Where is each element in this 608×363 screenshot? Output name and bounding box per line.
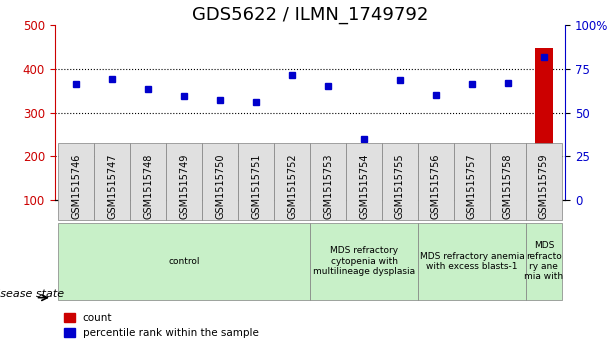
FancyBboxPatch shape xyxy=(166,143,202,220)
Bar xyxy=(103,147,121,243)
FancyBboxPatch shape xyxy=(490,143,526,220)
Text: GSM1515755: GSM1515755 xyxy=(395,154,405,219)
FancyBboxPatch shape xyxy=(94,143,130,220)
FancyBboxPatch shape xyxy=(202,143,238,220)
Text: MDS refractory anemia
with excess blasts-1: MDS refractory anemia with excess blasts… xyxy=(420,252,524,271)
Bar xyxy=(211,161,229,243)
Text: GSM1515746: GSM1515746 xyxy=(71,154,81,219)
Bar xyxy=(175,160,193,243)
Text: MDS refractory
cytopenia with
multilineage dysplasia: MDS refractory cytopenia with multilinea… xyxy=(313,246,415,276)
FancyBboxPatch shape xyxy=(418,143,454,220)
Text: GSM1515747: GSM1515747 xyxy=(107,154,117,219)
Bar xyxy=(463,154,481,243)
Text: control: control xyxy=(168,257,200,266)
Text: GSM1515752: GSM1515752 xyxy=(287,154,297,219)
FancyBboxPatch shape xyxy=(382,143,418,220)
Title: GDS5622 / ILMN_1749792: GDS5622 / ILMN_1749792 xyxy=(192,6,428,24)
FancyBboxPatch shape xyxy=(58,143,94,220)
FancyBboxPatch shape xyxy=(130,143,166,220)
Text: GSM1515750: GSM1515750 xyxy=(215,154,225,219)
Text: GSM1515759: GSM1515759 xyxy=(539,154,549,219)
FancyBboxPatch shape xyxy=(526,223,562,300)
FancyBboxPatch shape xyxy=(346,143,382,220)
Text: GSM1515758: GSM1515758 xyxy=(503,154,513,219)
Text: GSM1515748: GSM1515748 xyxy=(143,154,153,219)
FancyBboxPatch shape xyxy=(526,143,562,220)
Bar xyxy=(391,147,409,243)
Text: disease state: disease state xyxy=(0,289,64,299)
Bar xyxy=(427,158,445,243)
Bar xyxy=(67,155,85,243)
Text: GSM1515757: GSM1515757 xyxy=(467,154,477,219)
FancyBboxPatch shape xyxy=(310,143,346,220)
Bar xyxy=(247,161,265,243)
Bar xyxy=(283,144,301,243)
Bar xyxy=(319,152,337,243)
FancyBboxPatch shape xyxy=(454,143,490,220)
Legend: count, percentile rank within the sample: count, percentile rank within the sample xyxy=(60,309,263,343)
Text: GSM1515751: GSM1515751 xyxy=(251,154,261,219)
Bar xyxy=(535,49,553,243)
Text: MDS
refracto
ry ane
mia with: MDS refracto ry ane mia with xyxy=(524,241,564,281)
Bar xyxy=(355,176,373,243)
Bar xyxy=(139,160,157,243)
Text: GSM1515753: GSM1515753 xyxy=(323,154,333,219)
FancyBboxPatch shape xyxy=(310,223,418,300)
Bar xyxy=(499,152,517,243)
Text: GSM1515756: GSM1515756 xyxy=(431,154,441,219)
Text: GSM1515749: GSM1515749 xyxy=(179,154,189,219)
FancyBboxPatch shape xyxy=(238,143,274,220)
Text: GSM1515754: GSM1515754 xyxy=(359,154,369,219)
FancyBboxPatch shape xyxy=(58,223,310,300)
FancyBboxPatch shape xyxy=(418,223,526,300)
FancyBboxPatch shape xyxy=(274,143,310,220)
